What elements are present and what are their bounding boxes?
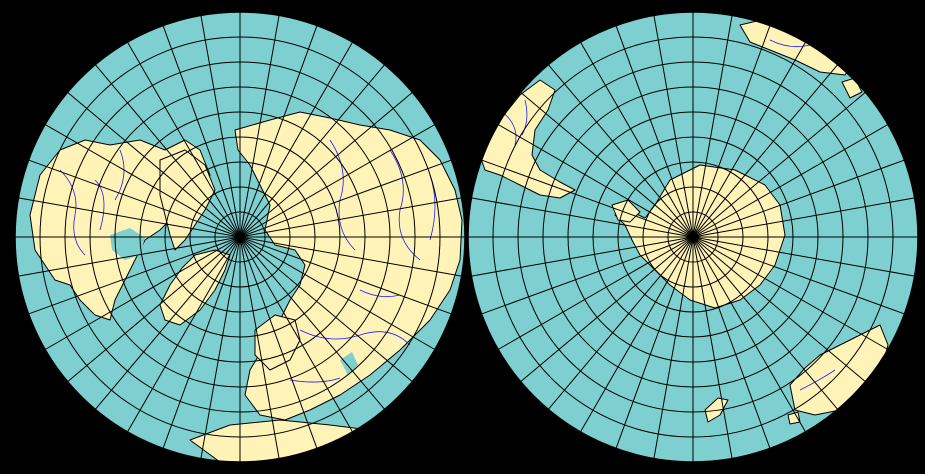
meridian-line — [239, 15, 280, 238]
meridian-line — [239, 236, 386, 410]
meridian-line — [239, 236, 318, 449]
meridian-line — [239, 236, 436, 350]
meridian-line — [692, 236, 915, 277]
meridian-line — [497, 124, 694, 238]
meridian-line — [200, 15, 241, 238]
meridian-line — [580, 41, 694, 238]
meridian-line — [239, 25, 318, 238]
meridian-line — [692, 236, 889, 350]
meridian-line — [239, 91, 413, 238]
meridian-line — [127, 236, 241, 433]
northern-hemisphere — [14, 11, 466, 463]
meridian-line — [94, 236, 241, 410]
meridian-line — [28, 236, 241, 315]
meridian-line — [481, 159, 694, 238]
meridian-line — [67, 91, 241, 238]
meridian-line — [692, 236, 806, 433]
meridian-line — [497, 236, 694, 350]
meridian-line — [239, 41, 353, 238]
south-america — [477, 79, 576, 199]
meridian-line — [580, 236, 694, 433]
meridian-line — [547, 64, 694, 238]
meridian-line — [44, 236, 241, 350]
meridian-line — [653, 236, 694, 459]
meridian-line — [67, 236, 241, 383]
antarctic-peninsula — [611, 199, 641, 223]
meridian-line — [239, 236, 452, 315]
meridian-line — [239, 197, 462, 238]
meridian-line — [481, 236, 694, 315]
north-rim — [14, 11, 466, 463]
north-graticule — [15, 12, 465, 462]
meridian-line — [615, 236, 694, 449]
meridian-line — [239, 236, 462, 277]
meridian-line — [239, 159, 452, 238]
inland-sea — [340, 352, 358, 375]
meridian-line — [692, 159, 905, 238]
meridian-line — [692, 236, 733, 459]
meridian-line — [162, 236, 241, 449]
meridian-line — [239, 64, 386, 238]
meridian-line — [44, 124, 241, 238]
meridian-line — [692, 41, 806, 238]
hudson-bay — [110, 228, 145, 260]
meridian-line — [162, 25, 241, 238]
meridian-line — [692, 124, 889, 238]
meridian-line — [692, 236, 771, 449]
meridian-line — [239, 236, 413, 383]
meridian-line — [692, 236, 866, 383]
meridian-line — [471, 236, 694, 277]
meridian-line — [239, 124, 436, 238]
meridian-line — [239, 236, 280, 459]
south-graticule — [468, 12, 918, 462]
meridian-line — [127, 41, 241, 238]
meridian-line — [692, 236, 905, 315]
north-rivers — [59, 139, 436, 383]
meridian-line — [18, 197, 241, 238]
meridian-line — [18, 236, 241, 277]
south-rim — [467, 11, 919, 463]
meridian-line — [520, 236, 694, 383]
meridian-line — [94, 64, 241, 238]
meridian-line — [471, 197, 694, 238]
scandinavia — [254, 314, 301, 371]
meridian-line — [653, 15, 694, 238]
meridian-line — [200, 236, 241, 459]
meridian-line — [692, 15, 733, 238]
meridian-line — [239, 236, 353, 433]
meridian-line — [547, 236, 694, 410]
southern-hemisphere — [467, 11, 919, 463]
meridian-line — [692, 25, 771, 238]
meridian-line — [520, 91, 694, 238]
meridian-line — [692, 236, 839, 410]
meridian-line — [28, 159, 241, 238]
meridian-line — [692, 64, 839, 238]
meridian-line — [692, 91, 866, 238]
meridian-line — [692, 197, 915, 238]
greenland — [159, 249, 231, 326]
meridian-line — [615, 25, 694, 238]
